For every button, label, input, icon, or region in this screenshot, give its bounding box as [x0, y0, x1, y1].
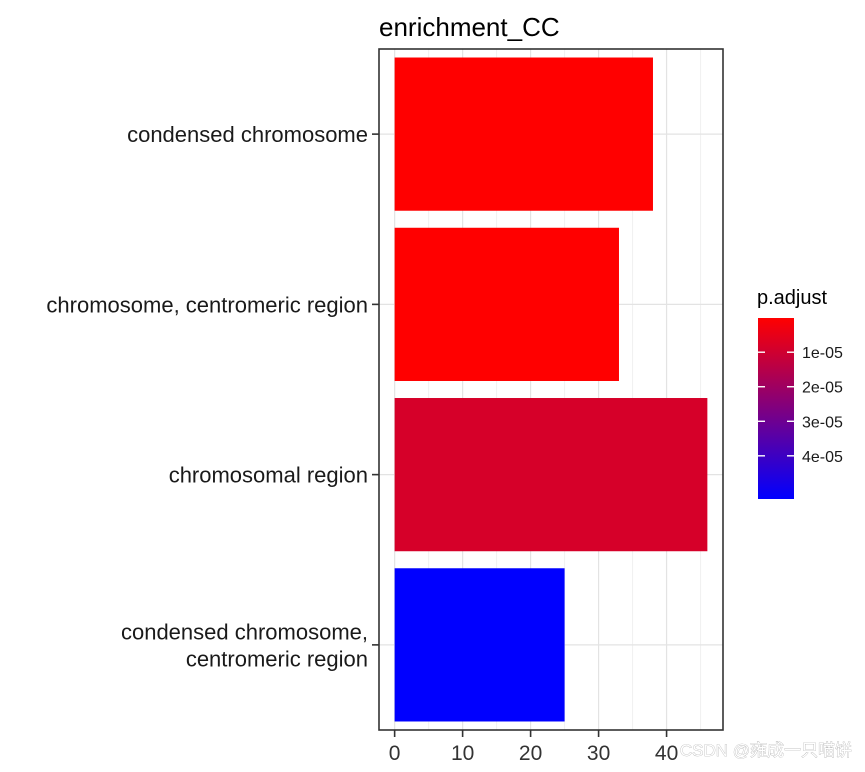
legend-tick-label: 2e-05 [802, 380, 843, 397]
x-tick-label: 40 [655, 742, 678, 765]
y-tick-label: condensed chromosome, centromeric region [121, 619, 368, 671]
bar [394, 398, 708, 552]
y-tick-label: chromosome, centromeric region [46, 292, 368, 317]
legend-ticks: 1e-05 2e-05 3e-05 4e-05 [758, 345, 843, 466]
y-tick-label: condensed chromosome [127, 122, 368, 147]
bar [394, 57, 653, 211]
legend-tick-label: 4e-05 [802, 449, 843, 466]
bars [394, 57, 708, 722]
watermark: CSDN @雍成一只喵饼 [680, 741, 852, 760]
x-axis: 0 10 20 30 40 [389, 730, 678, 765]
x-tick-label: 10 [451, 742, 474, 765]
y-tick-label: chromosomal region [169, 463, 368, 488]
legend-tick-label: 3e-05 [802, 414, 843, 431]
legend: p.adjust 1e-05 2e-05 3e-05 4e-05 [757, 287, 843, 499]
x-tick-label: 30 [587, 742, 610, 765]
chart-title: enrichment_CC [379, 12, 560, 42]
bar [394, 227, 619, 381]
x-tick-label: 0 [389, 742, 401, 765]
bar [394, 568, 565, 722]
x-tick-label: 20 [519, 742, 542, 765]
y-axis: condensed chromosome chromosome, centrome… [46, 122, 379, 671]
legend-tick-label: 1e-05 [802, 345, 843, 362]
legend-colorbar [758, 318, 794, 499]
plot-border [378, 48, 724, 731]
legend-title: p.adjust [757, 287, 827, 309]
